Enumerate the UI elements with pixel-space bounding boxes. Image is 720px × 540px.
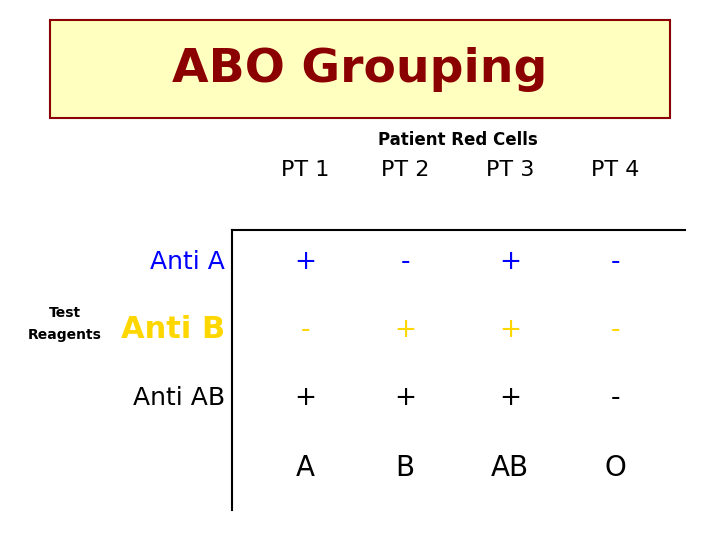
Text: -: - (611, 249, 620, 275)
Text: PT 4: PT 4 (591, 160, 639, 180)
Text: B: B (395, 454, 415, 482)
Text: ABO Grouping: ABO Grouping (172, 46, 548, 91)
Text: Reagents: Reagents (28, 328, 102, 342)
Text: +: + (294, 385, 316, 411)
Text: PT 3: PT 3 (486, 160, 534, 180)
Text: AB: AB (491, 454, 529, 482)
Text: -: - (611, 317, 620, 343)
Text: PT 2: PT 2 (381, 160, 429, 180)
Text: -: - (400, 249, 410, 275)
Text: Anti B: Anti B (121, 315, 225, 345)
Text: O: O (604, 454, 626, 482)
Text: +: + (394, 385, 416, 411)
Text: +: + (499, 317, 521, 343)
Text: Test: Test (49, 306, 81, 320)
Text: +: + (294, 249, 316, 275)
Text: +: + (499, 249, 521, 275)
FancyBboxPatch shape (50, 20, 670, 118)
Text: +: + (499, 385, 521, 411)
Text: +: + (394, 317, 416, 343)
Text: -: - (300, 317, 310, 343)
Text: Patient Red Cells: Patient Red Cells (378, 131, 538, 149)
Text: Anti AB: Anti AB (133, 386, 225, 410)
Text: -: - (611, 385, 620, 411)
Text: PT 1: PT 1 (281, 160, 329, 180)
Text: A: A (295, 454, 315, 482)
Text: Anti A: Anti A (150, 250, 225, 274)
